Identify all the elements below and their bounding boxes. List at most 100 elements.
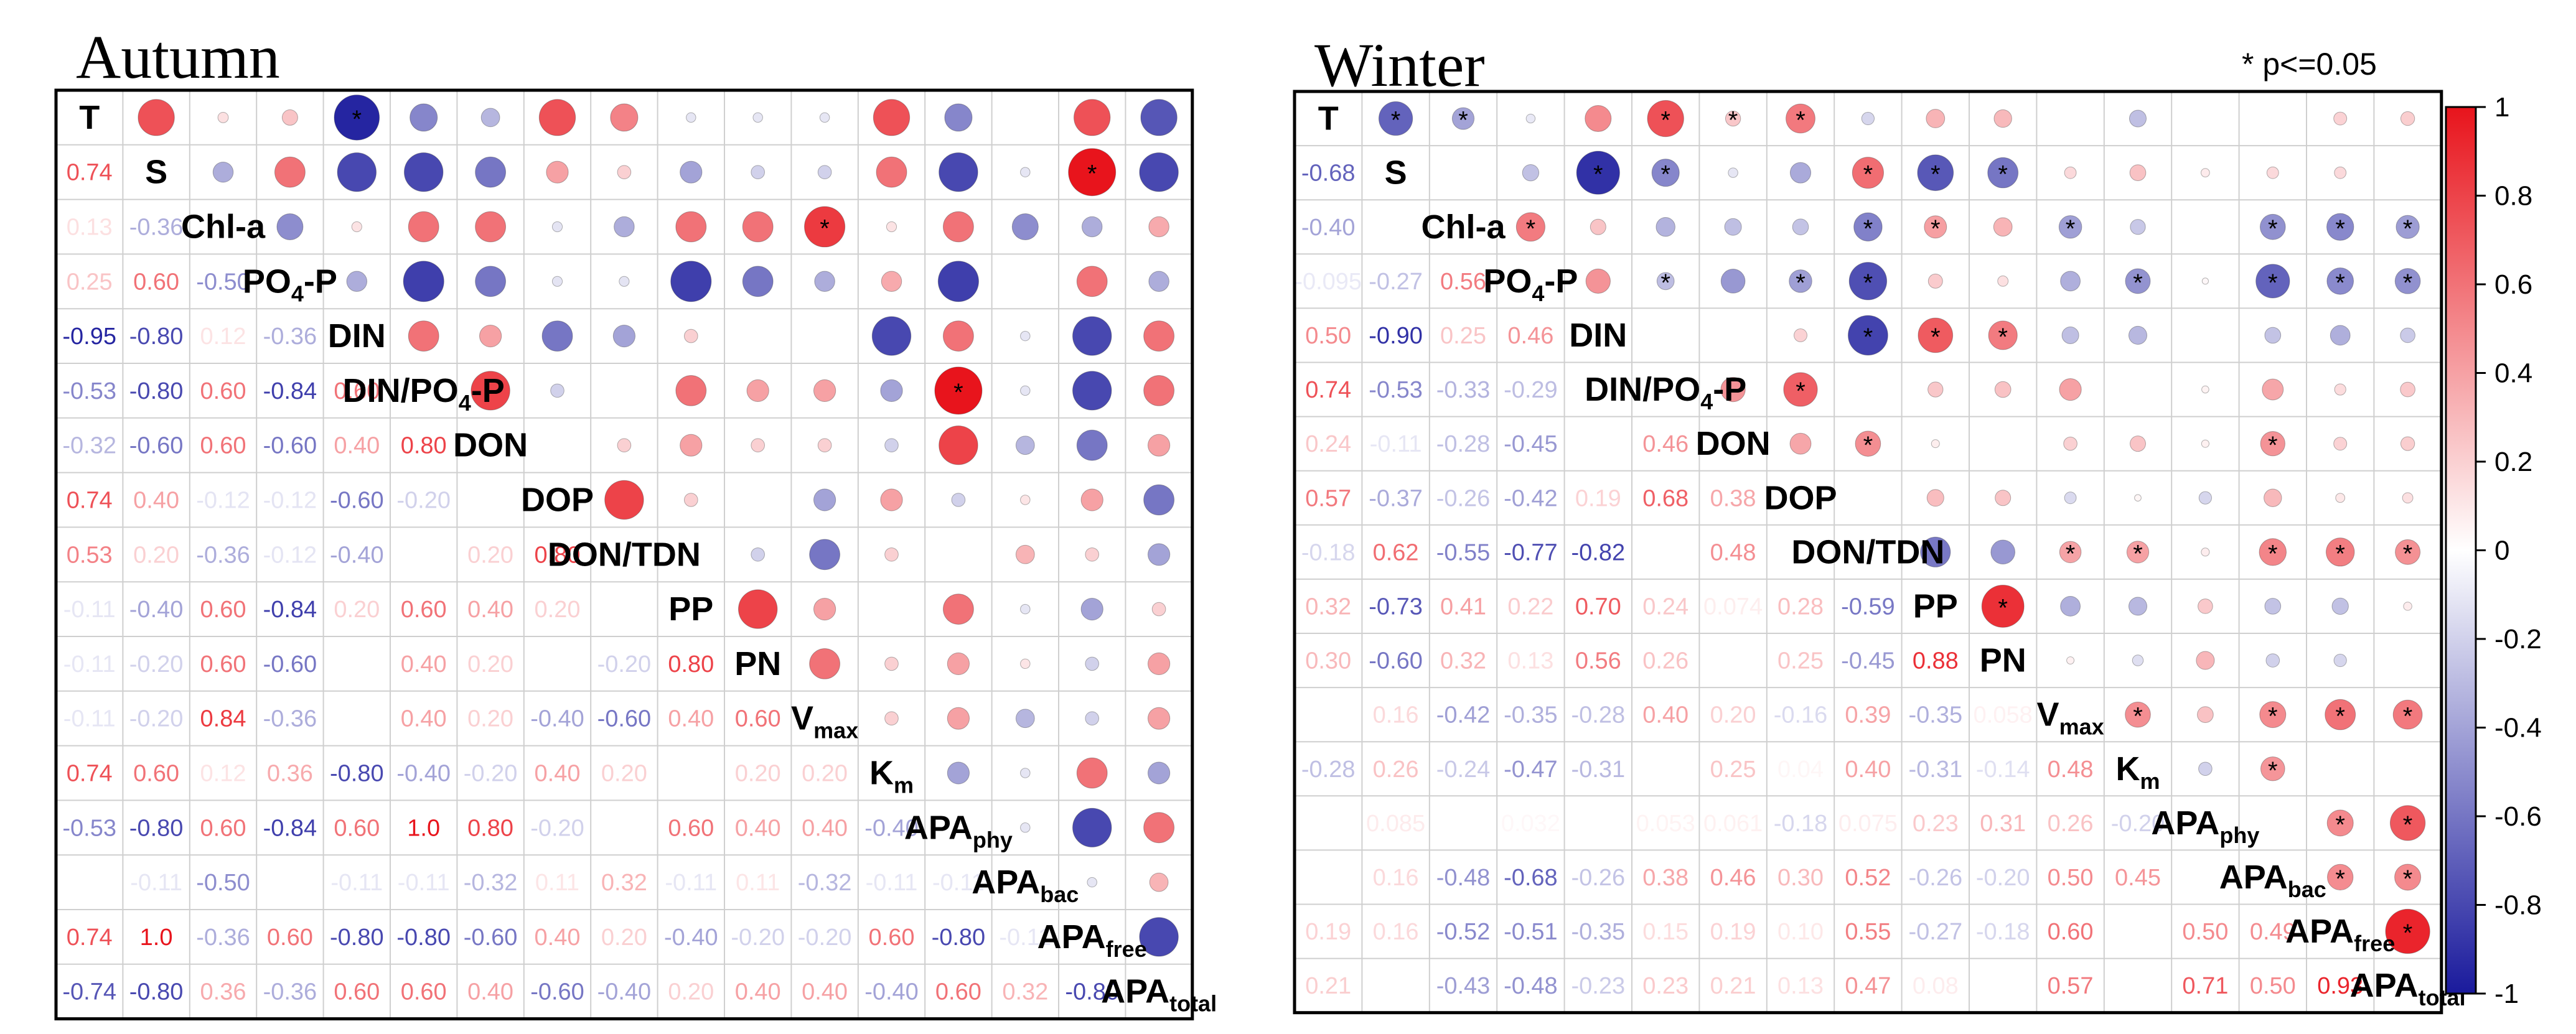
corr-circle bbox=[604, 480, 644, 520]
corr-value: -0.80 bbox=[932, 925, 986, 951]
corr-value: -0.40 bbox=[864, 815, 919, 841]
corr-circle bbox=[2061, 326, 2079, 344]
corr-circle bbox=[1143, 375, 1174, 406]
corr-value: -0.48 bbox=[1504, 973, 1558, 999]
significance-star: * bbox=[2335, 811, 2345, 839]
corr-circle bbox=[738, 589, 778, 629]
variable-label: APAfree bbox=[1037, 918, 1147, 962]
corr-circle bbox=[1149, 872, 1169, 892]
corr-value: -0.40 bbox=[597, 979, 652, 1005]
corr-circle bbox=[1993, 109, 2012, 128]
corr-circle bbox=[1072, 316, 1112, 356]
corr-value: 0.47 bbox=[1845, 973, 1891, 999]
corr-circle bbox=[538, 99, 576, 136]
corr-value: 0.45 bbox=[2115, 865, 2161, 891]
corr-value: 0.80 bbox=[401, 433, 447, 459]
corr-value: 0.058 bbox=[1974, 702, 2033, 729]
colorbar-gradient bbox=[2445, 106, 2477, 995]
corr-circle bbox=[2129, 109, 2147, 128]
significance-star: * bbox=[1796, 269, 1806, 297]
corr-value: -0.84 bbox=[263, 815, 317, 841]
corr-circle bbox=[751, 547, 765, 562]
corr-circle bbox=[1988, 320, 2018, 350]
variable-label: APAphy bbox=[904, 809, 1013, 852]
corr-value: -0.40 bbox=[330, 542, 384, 568]
corr-value: -0.90 bbox=[1369, 323, 1423, 349]
corr-circle bbox=[1789, 162, 1812, 184]
corr-circle bbox=[675, 211, 707, 243]
significance-star: * bbox=[1660, 107, 1670, 134]
corr-circle bbox=[1848, 262, 1888, 300]
corr-value: 0.57 bbox=[2048, 973, 2094, 999]
corr-circle bbox=[1918, 317, 1954, 353]
corr-value: -0.80 bbox=[129, 979, 184, 1005]
corr-circle bbox=[2134, 494, 2142, 502]
corr-circle bbox=[337, 152, 377, 192]
corr-value: -0.82 bbox=[1571, 539, 1625, 566]
corr-value: -0.60 bbox=[263, 651, 317, 678]
corr-circle bbox=[2394, 864, 2422, 891]
corr-value: 0.56 bbox=[1575, 648, 1621, 674]
variable-label: Chl-a bbox=[181, 208, 266, 246]
corr-circle bbox=[2128, 325, 2148, 345]
corr-value: 0.032 bbox=[1501, 811, 1560, 837]
corr-value: -0.31 bbox=[1571, 757, 1625, 783]
corr-circle bbox=[2064, 166, 2077, 179]
corr-circle bbox=[871, 316, 912, 356]
corr-value: 0.80 bbox=[668, 651, 714, 678]
corr-circle bbox=[475, 211, 506, 243]
corr-value: -0.36 bbox=[196, 925, 250, 951]
corr-value: 0.60 bbox=[267, 925, 313, 951]
corr-circle bbox=[1792, 218, 1809, 236]
significance-star: * bbox=[2268, 757, 2278, 785]
corr-value: -0.95 bbox=[62, 324, 116, 350]
corr-value: 0.16 bbox=[1373, 919, 1419, 945]
corr-circle bbox=[751, 438, 765, 453]
variable-label: APAfree bbox=[2285, 913, 2395, 956]
corr-circle bbox=[541, 320, 573, 352]
corr-circle bbox=[813, 598, 836, 621]
corr-value: -0.53 bbox=[1369, 377, 1423, 403]
corr-circle bbox=[617, 438, 632, 453]
corr-value: -0.60 bbox=[464, 925, 518, 951]
corr-circle bbox=[2335, 493, 2346, 503]
corr-value: 0.19 bbox=[1575, 485, 1621, 511]
corr-value: -0.31 bbox=[1908, 757, 1962, 783]
corr-value: -0.55 bbox=[1436, 539, 1491, 566]
corr-circle bbox=[1656, 217, 1675, 237]
corr-value: 0.56 bbox=[1440, 269, 1486, 295]
corr-circle bbox=[281, 109, 298, 126]
corr-value: 0.25 bbox=[1710, 757, 1756, 783]
corr-value: 0.26 bbox=[1642, 648, 1688, 674]
corr-circle bbox=[2198, 491, 2213, 505]
significance-star: * bbox=[1593, 161, 1603, 189]
corr-value: -0.32 bbox=[798, 870, 852, 896]
corr-value: 0.60 bbox=[869, 925, 915, 951]
autumn-correlation-matrix: * 0.74 * 0.13 -0.36 * 0.25 0.60 -0.50 -0.95 -0.80 0… bbox=[54, 88, 1217, 1021]
corr-value: 0.30 bbox=[1305, 648, 1351, 674]
corr-value: 0.71 bbox=[2182, 973, 2228, 999]
corr-value: 0.38 bbox=[1710, 485, 1756, 511]
corr-value: 1.0 bbox=[407, 815, 440, 841]
corr-circle bbox=[1720, 376, 1746, 403]
corr-value: 0.20 bbox=[601, 925, 647, 951]
colorbar-tick-label: -0.4 bbox=[2494, 713, 2542, 743]
corr-value: 0.60 bbox=[401, 597, 447, 623]
corr-circle bbox=[2132, 654, 2144, 666]
corr-circle bbox=[2392, 699, 2423, 730]
corr-circle bbox=[1087, 877, 1097, 888]
corr-circle bbox=[1139, 152, 1179, 192]
colorbar-tick-label: 1 bbox=[2494, 92, 2509, 123]
corr-circle bbox=[2327, 864, 2354, 891]
corr-circle bbox=[1724, 218, 1742, 236]
significance-star: * bbox=[1660, 161, 1670, 189]
corr-value: -0.12 bbox=[263, 542, 317, 568]
corr-circle bbox=[2066, 656, 2075, 665]
significance-star: * bbox=[1931, 161, 1941, 189]
corr-circle bbox=[334, 95, 380, 141]
corr-circle bbox=[2059, 541, 2082, 564]
variable-label: S bbox=[1385, 154, 1407, 192]
variable-label: Km bbox=[869, 755, 914, 798]
corr-value: -0.42 bbox=[1436, 702, 1491, 729]
corr-value: -0.68 bbox=[1301, 161, 1356, 187]
